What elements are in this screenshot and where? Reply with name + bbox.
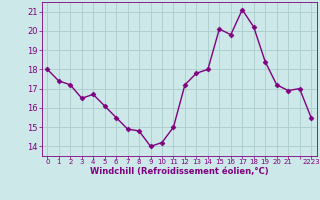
X-axis label: Windchill (Refroidissement éolien,°C): Windchill (Refroidissement éolien,°C) (90, 167, 268, 176)
